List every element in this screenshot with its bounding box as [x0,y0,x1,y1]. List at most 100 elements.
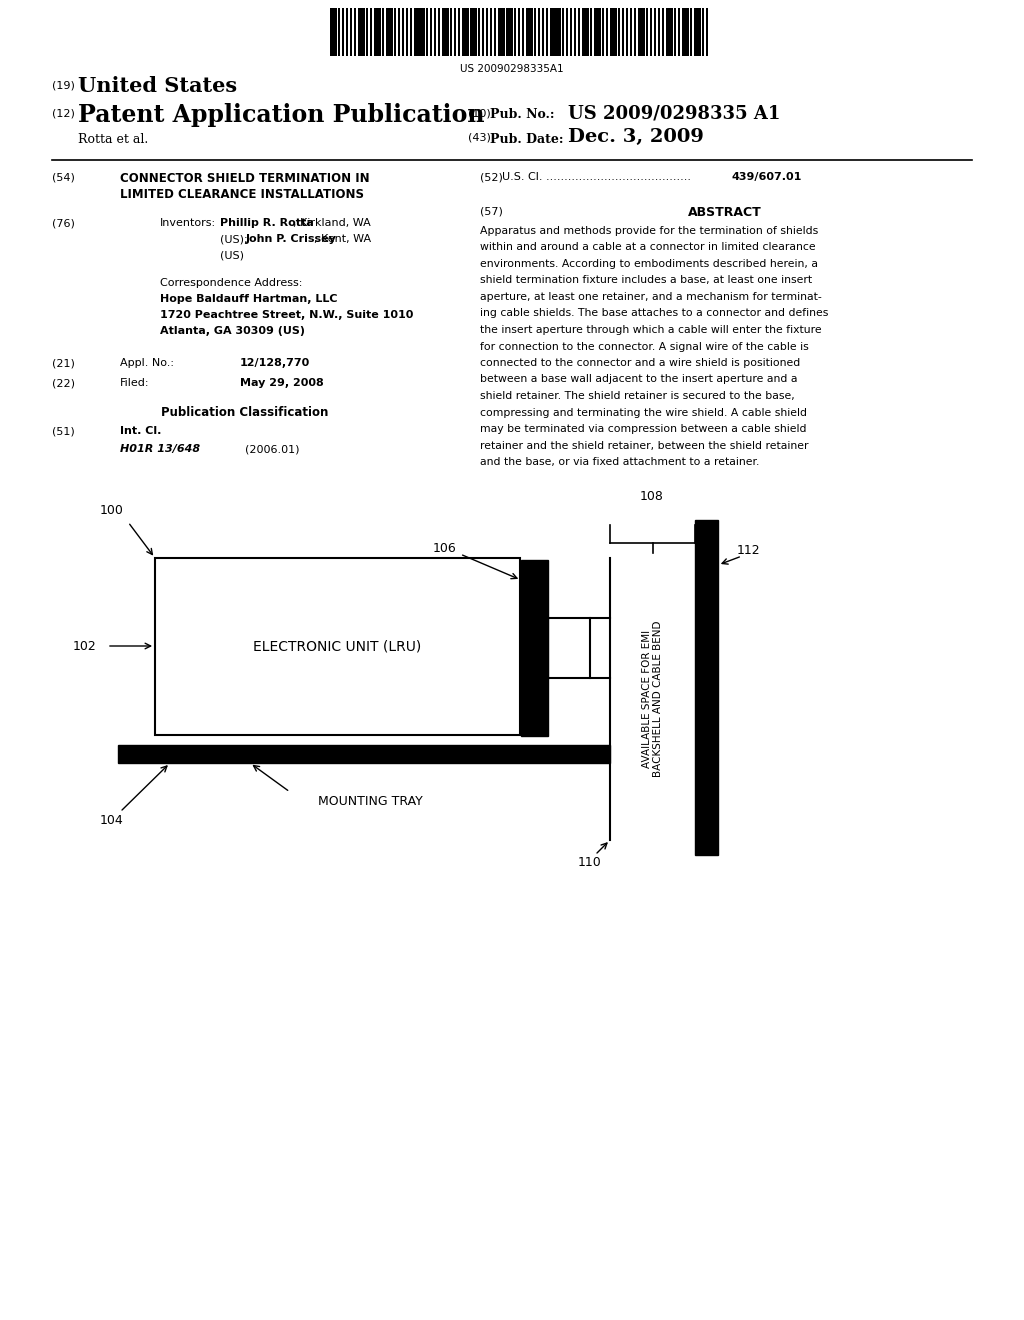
Text: (52): (52) [480,172,503,182]
Bar [406,8,409,55]
Text: Appl. No.:: Appl. No.: [120,358,174,368]
Text: Atlanta, GA 30309 (US): Atlanta, GA 30309 (US) [160,326,305,337]
Bar [490,8,493,55]
Bar [670,8,672,55]
Bar [562,8,564,55]
Text: ABSTRACT: ABSTRACT [688,206,762,219]
Text: (US): (US) [220,249,244,260]
Bar [482,8,484,55]
Text: 12/128,770: 12/128,770 [240,358,310,368]
Text: 112: 112 [736,544,760,557]
Bar [674,8,676,55]
Text: Rotta et al.: Rotta et al. [78,133,148,147]
Bar [602,8,604,55]
Bar [514,8,516,55]
Bar [658,8,660,55]
Text: (76): (76) [52,218,75,228]
Text: H01R 13/648: H01R 13/648 [120,444,200,454]
Text: 106: 106 [433,541,457,554]
Bar [426,8,428,55]
Bar [478,8,480,55]
Bar [582,8,589,55]
Bar [542,8,544,55]
Bar [414,8,421,55]
Text: Dec. 3, 2009: Dec. 3, 2009 [568,128,703,147]
Bar [486,8,488,55]
Text: (43): (43) [468,133,490,143]
Text: May 29, 2008: May 29, 2008 [240,378,324,388]
Text: Patent Application Publication: Patent Application Publication [78,103,484,127]
Bar [118,744,610,763]
Bar [610,8,617,55]
Bar [530,8,532,55]
Bar [638,8,645,55]
Text: may be terminated via compression between a cable shield: may be terminated via compression betwee… [480,424,807,434]
Text: for connection to the connector. A signal wire of the cable is: for connection to the connector. A signa… [480,342,809,351]
Bar [382,8,384,55]
Text: 439/607.01: 439/607.01 [732,172,803,182]
Bar [430,8,432,55]
Text: Pub. Date:: Pub. Date: [490,133,563,147]
Text: (US);: (US); [220,234,251,244]
Text: 108: 108 [640,491,664,503]
Text: U.S. Cl. ........................................: U.S. Cl. ...............................… [502,172,691,182]
Text: aperture, at least one retainer, and a mechanism for terminat-: aperture, at least one retainer, and a m… [480,292,821,302]
Text: (21): (21) [52,358,75,368]
Bar [546,8,548,55]
Text: , Kent, WA: , Kent, WA [314,234,372,244]
Text: LIMITED CLEARANCE INSTALLATIONS: LIMITED CLEARANCE INSTALLATIONS [120,187,364,201]
Bar [402,8,404,55]
Text: (22): (22) [52,378,75,388]
Bar [446,8,449,55]
Bar [498,8,505,55]
Bar [686,8,688,55]
Bar [554,8,561,55]
Text: (57): (57) [480,206,503,216]
Bar [706,8,709,55]
Bar [682,8,689,55]
Bar [502,8,504,55]
Bar [510,8,512,55]
Bar [462,8,469,55]
Bar [470,8,477,55]
Bar [550,8,557,55]
Bar [642,8,644,55]
Bar [398,8,400,55]
Bar [338,8,340,55]
Bar [378,8,380,55]
Text: 1720 Peachtree Street, N.W., Suite 1010: 1720 Peachtree Street, N.W., Suite 1010 [160,310,414,319]
Text: ELECTRONIC UNIT (LRU): ELECTRONIC UNIT (LRU) [253,639,422,653]
Bar [626,8,628,55]
Text: 102: 102 [73,639,97,652]
Bar [548,618,590,678]
Text: Pub. No.:: Pub. No.: [490,108,555,121]
Bar [526,8,534,55]
Bar [518,8,520,55]
Text: within and around a cable at a connector in limited clearance: within and around a cable at a connector… [480,243,816,252]
Text: connected to the connector and a wire shield is positioned: connected to the connector and a wire sh… [480,358,800,368]
Text: Apparatus and methods provide for the termination of shields: Apparatus and methods provide for the te… [480,226,818,236]
Bar [354,8,356,55]
Bar [678,8,680,55]
Text: Inventors:: Inventors: [160,218,216,228]
Bar [358,8,366,55]
Bar [422,8,424,55]
Bar [586,8,588,55]
Bar [362,8,365,55]
Bar [618,8,621,55]
Text: Hope Baldauff Hartman, LLC: Hope Baldauff Hartman, LLC [160,294,338,304]
Bar [695,520,718,855]
Bar [450,8,453,55]
Bar [650,8,652,55]
Bar [494,8,497,55]
Bar [394,8,396,55]
Text: (10): (10) [468,108,490,117]
Text: Publication Classification: Publication Classification [162,407,329,418]
Bar [646,8,648,55]
Text: shield termination fixture includes a base, at least one insert: shield termination fixture includes a ba… [480,276,812,285]
Bar [662,8,665,55]
Bar [594,8,601,55]
Bar [418,8,425,55]
Bar [654,8,656,55]
Bar [534,8,537,55]
